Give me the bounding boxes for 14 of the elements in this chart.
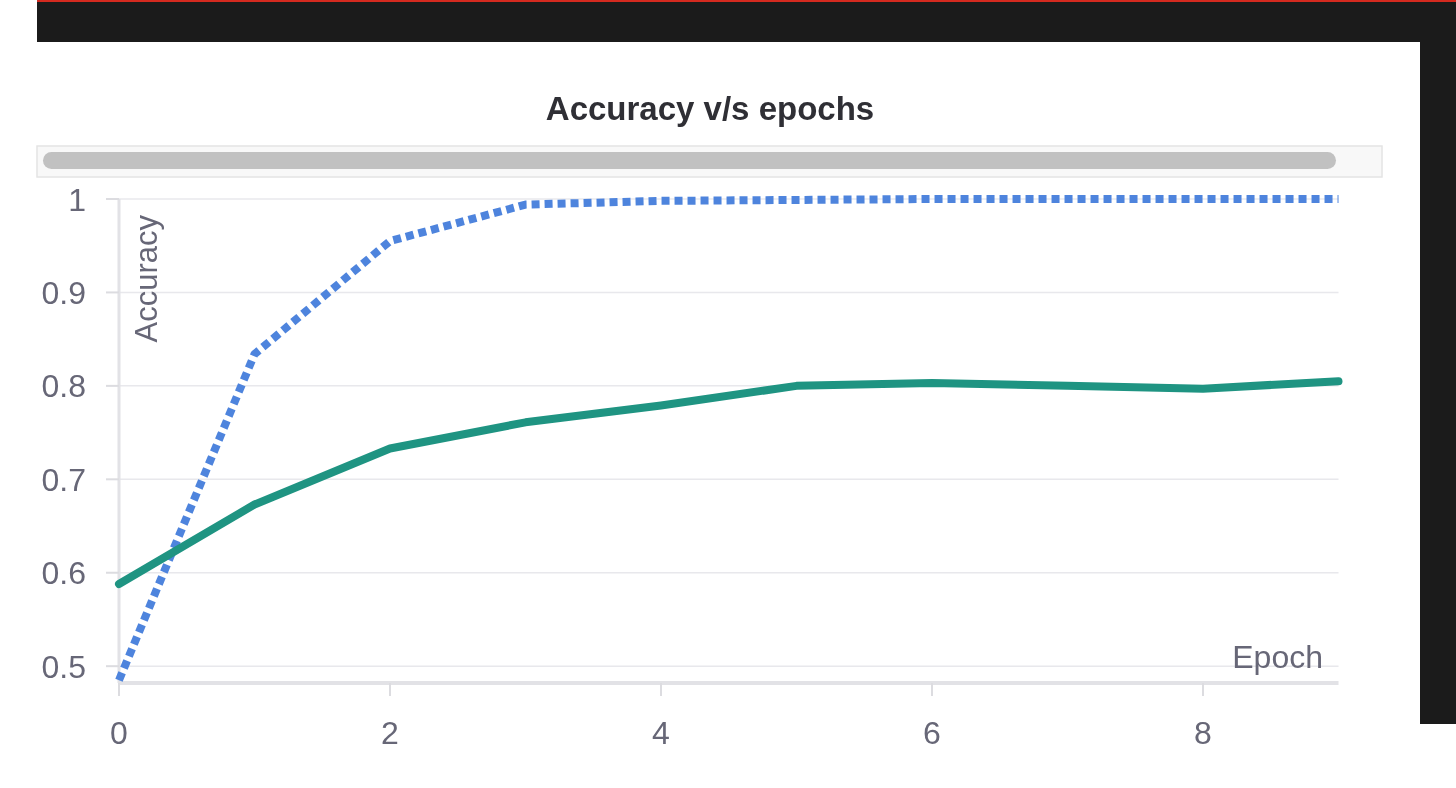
x-tick-label: 0 xyxy=(110,715,128,751)
x-tick-label: 8 xyxy=(1194,715,1212,751)
y-tick-label: 0.5 xyxy=(41,648,86,685)
y-tick-label: 1 xyxy=(68,181,86,218)
y-tick-label: 0.7 xyxy=(41,461,86,498)
x-tick-label: 6 xyxy=(923,715,941,751)
y-tick-label: 0.8 xyxy=(41,368,86,405)
y-tick-label: 0.9 xyxy=(41,274,86,311)
x-tick-label: 2 xyxy=(381,715,399,751)
x-tick-label: 4 xyxy=(652,715,670,751)
y-tick-label: 0.6 xyxy=(41,555,86,592)
x-axis-title: Epoch xyxy=(1232,639,1323,675)
chart-title: Accuracy v/s epochs xyxy=(545,90,875,127)
y-axis-title: Accuracy xyxy=(129,214,164,343)
